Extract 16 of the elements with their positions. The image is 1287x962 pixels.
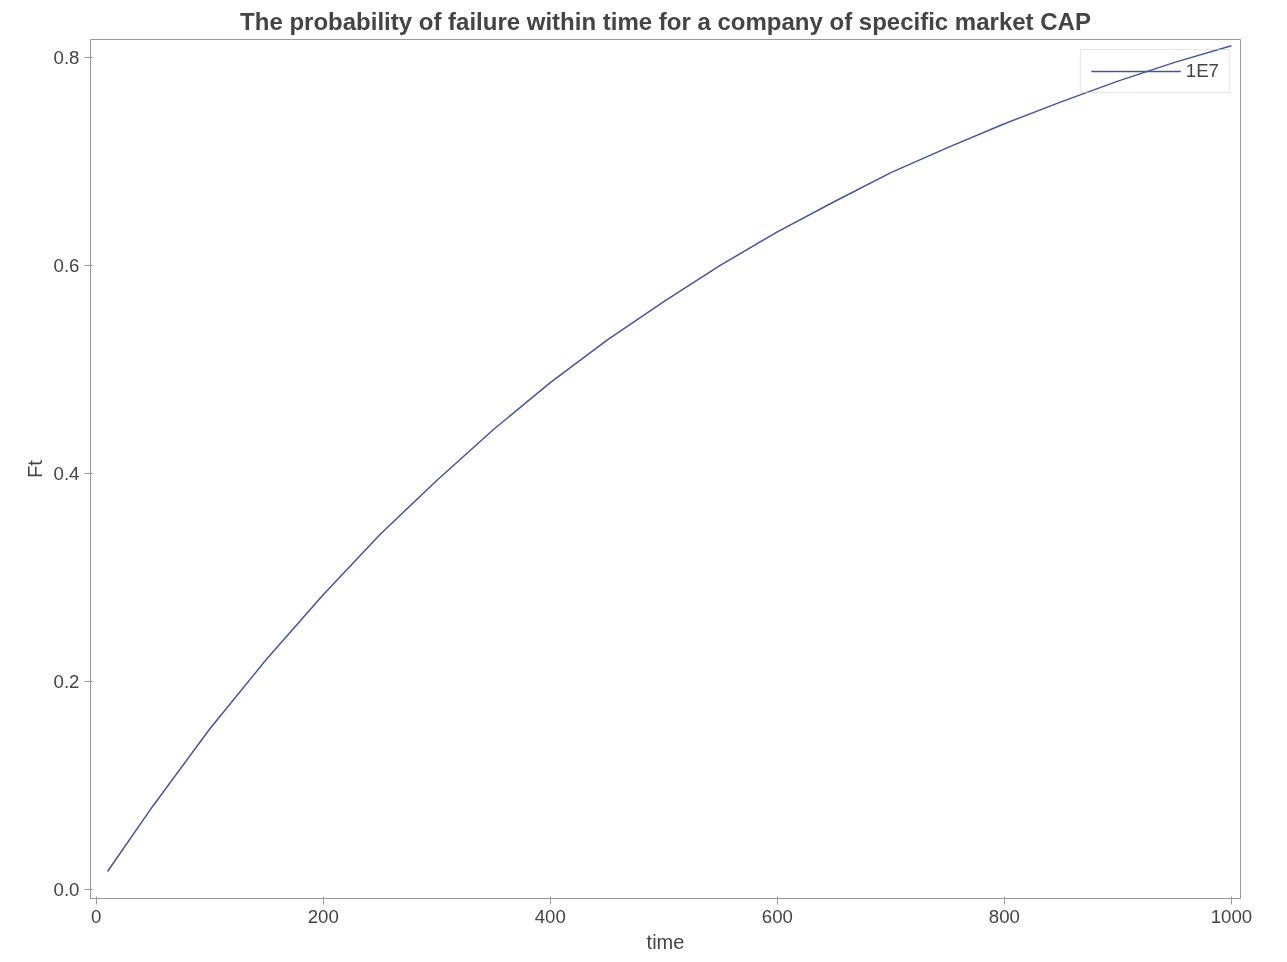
y-tick-label: 0.2 [53,670,80,692]
y-tick-label: 0.8 [53,46,80,68]
legend-label: 1E7 [1185,60,1219,82]
x-tick-label: 800 [988,905,1020,927]
y-tick-label: 0.6 [53,254,80,276]
x-tick-label: 400 [534,905,566,927]
chart-title: The probability of failure within time for a company of specific market CAP [240,7,1091,35]
x-axis-title: time [646,930,685,953]
line-series [106,44,1233,873]
y-tick-label: 0.0 [53,878,80,900]
x-tick-label: 200 [307,905,339,927]
y-tick-label: 0.4 [53,462,80,484]
x-tick-label: 1000 [1210,905,1253,927]
x-tick-label: 0 [90,905,102,927]
y-axis-title: Ft [23,459,46,478]
x-tick-label: 600 [761,905,793,927]
